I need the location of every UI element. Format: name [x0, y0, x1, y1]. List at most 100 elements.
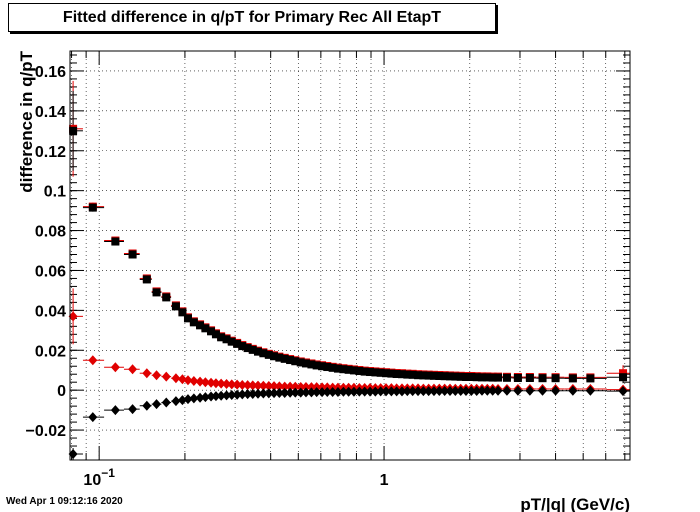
- diamond-marker: [502, 385, 512, 396]
- square-marker: [280, 354, 289, 363]
- diamond-marker: [264, 388, 274, 399]
- square-marker: [162, 293, 171, 302]
- diamond-marker: [381, 386, 391, 397]
- diamond-marker: [248, 380, 258, 391]
- diamond-marker: [200, 377, 210, 388]
- square-marker: [513, 374, 522, 383]
- square-marker: [233, 339, 242, 348]
- square-marker: [525, 374, 534, 383]
- diamond-marker: [301, 381, 311, 392]
- square-marker: [291, 357, 300, 366]
- diamond-marker: [472, 385, 482, 396]
- diamond-marker: [317, 387, 327, 398]
- diamond-marker: [227, 389, 237, 400]
- diamond-marker: [211, 378, 221, 389]
- square-marker: [211, 330, 220, 339]
- y-tick-label: 0.16: [35, 64, 66, 81]
- diamond-marker: [482, 385, 492, 396]
- diamond-marker: [568, 385, 578, 396]
- diamond-marker: [264, 380, 274, 391]
- square-marker: [217, 333, 226, 342]
- diamond-marker: [195, 376, 205, 387]
- y-tick-label: 0.14: [35, 104, 66, 121]
- diamond-marker: [296, 387, 306, 398]
- diamond-marker: [88, 412, 98, 423]
- diamond-marker: [488, 385, 498, 396]
- diamond-marker: [68, 449, 78, 460]
- diamond-marker: [206, 391, 216, 402]
- diamond-marker: [183, 375, 193, 386]
- diamond-marker: [408, 386, 418, 397]
- square-marker: [275, 353, 284, 362]
- diamond-marker: [290, 387, 300, 398]
- y-tick-label: 0.1: [44, 184, 66, 201]
- diamond-marker: [285, 387, 295, 398]
- diamond-marker: [296, 381, 306, 392]
- diamond-marker: [216, 378, 226, 389]
- square-marker: [171, 302, 180, 311]
- y-tick-label: 0.02: [35, 343, 66, 360]
- square-marker: [488, 373, 497, 382]
- square-marker: [619, 373, 628, 382]
- square-marker: [196, 321, 205, 330]
- diamond-marker: [161, 371, 171, 382]
- square-marker: [152, 288, 161, 297]
- diamond-marker: [177, 395, 187, 406]
- x-tick-label: 10−1: [83, 466, 115, 489]
- diamond-marker: [183, 394, 193, 405]
- diamond-marker: [440, 385, 450, 396]
- diamond-marker: [88, 355, 98, 366]
- diamond-marker: [461, 385, 471, 396]
- square-marker: [88, 203, 97, 212]
- square-marker: [128, 250, 137, 259]
- square-marker: [440, 372, 449, 381]
- square-marker: [360, 367, 369, 376]
- square-marker: [403, 370, 412, 379]
- diamond-marker: [466, 385, 476, 396]
- x-tick-labels: 10−1 1: [83, 466, 388, 489]
- diamond-marker: [445, 385, 455, 396]
- diamond-marker: [434, 385, 444, 396]
- plot-frame: [69, 50, 631, 461]
- diamond-marker: [171, 373, 181, 384]
- square-marker: [328, 363, 337, 372]
- square-marker: [467, 373, 476, 382]
- diamond-marker: [243, 380, 253, 391]
- square-marker: [371, 368, 380, 377]
- diamond-marker: [306, 387, 316, 398]
- diamond-marker: [248, 388, 258, 399]
- diamond-marker: [413, 386, 423, 397]
- diamond-marker: [513, 385, 523, 396]
- diamond-marker: [370, 386, 380, 397]
- diamond-marker: [376, 386, 386, 397]
- square-marker: [222, 335, 231, 344]
- square-marker: [349, 366, 358, 375]
- data-markers: [68, 124, 628, 460]
- diamond-marker: [397, 386, 407, 397]
- square-marker: [296, 358, 305, 367]
- diamond-marker: [312, 387, 322, 398]
- diamond-marker: [128, 404, 138, 415]
- diamond-marker: [269, 388, 279, 399]
- square-marker: [201, 324, 210, 333]
- square-marker: [387, 369, 396, 378]
- diamond-marker: [152, 399, 162, 410]
- diamond-marker: [338, 386, 348, 397]
- diamond-marker: [253, 388, 263, 399]
- square-marker: [333, 364, 342, 373]
- diamond-marker: [206, 377, 216, 388]
- diamond-marker: [429, 386, 439, 397]
- square-marker: [183, 314, 192, 323]
- diamond-marker: [189, 375, 199, 386]
- square-marker: [551, 374, 560, 383]
- square-marker: [339, 365, 348, 374]
- diamond-marker: [456, 385, 466, 396]
- diamond-marker: [349, 386, 359, 397]
- square-marker: [142, 275, 151, 284]
- square-marker: [461, 373, 470, 382]
- diamond-marker: [280, 387, 290, 398]
- diamond-marker: [290, 381, 300, 392]
- chart-title-box: Fitted difference in q/pT for Primary Re…: [8, 3, 496, 32]
- square-marker: [286, 356, 295, 365]
- square-marker: [483, 373, 492, 382]
